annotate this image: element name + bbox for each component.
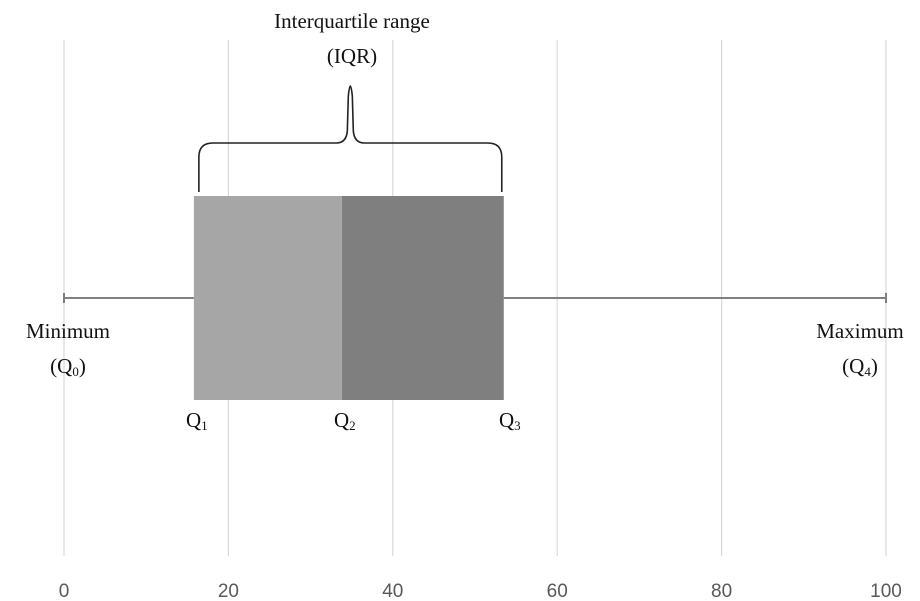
x-tick-label-40: 40 (382, 581, 403, 601)
q2-label: Q2 (334, 408, 356, 433)
x-tick-label-20: 20 (218, 581, 239, 601)
x-tick-label-60: 60 (547, 581, 568, 601)
q1-index: 1 (201, 418, 208, 433)
iqr-brace (198, 85, 503, 192)
iqr-title: Interquartile range (274, 9, 430, 33)
minimum-label: Minimum (26, 319, 110, 343)
q2-letter: Q (334, 408, 349, 432)
q3-letter: Q (499, 408, 514, 432)
q2-index: 2 (349, 418, 356, 433)
maximum-label: Maximum (816, 319, 904, 343)
q1-letter: Q (186, 408, 201, 432)
maximum-quartile-label: (Q4) (842, 354, 878, 379)
x-axis-tick-labels: 0 20 40 60 80 100 (59, 581, 902, 601)
maximum-quartile-index: 4 (864, 364, 871, 379)
iqr-abbreviation: (IQR) (327, 44, 377, 68)
x-tick-label-100: 100 (870, 581, 902, 601)
q1-label: Q1 (186, 408, 208, 433)
q3-label: Q3 (499, 408, 521, 433)
maximum-quartile-close: ) (871, 354, 878, 378)
minimum-quartile-index: 0 (72, 364, 79, 379)
minimum-quartile-close: ) (79, 354, 86, 378)
x-tick-label-80: 80 (711, 581, 732, 601)
maximum-quartile-prefix: (Q (842, 354, 864, 378)
box-lower-half (193, 196, 342, 400)
minimum-quartile-label: (Q0) (50, 354, 86, 379)
q3-index: 3 (514, 418, 521, 433)
box-upper-half (341, 196, 504, 400)
x-tick-label-0: 0 (59, 581, 70, 601)
minimum-quartile-prefix: (Q (50, 354, 72, 378)
